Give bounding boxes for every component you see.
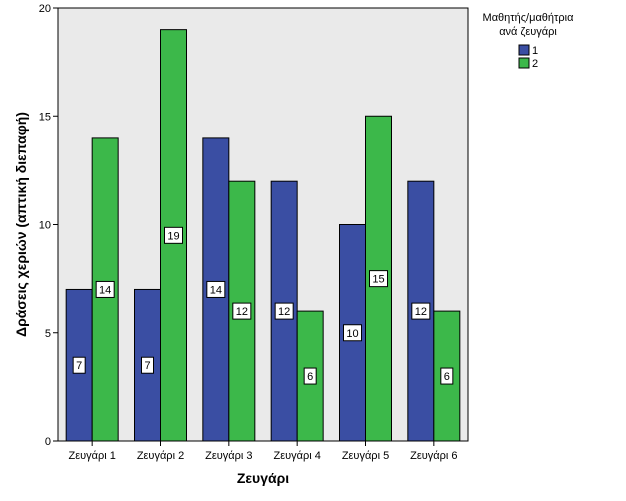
data-label-box [411,302,431,320]
x-axis: Ζευγάρι 1 Ζευγάρι 2 Ζευγάρι 3 Ζευγάρι 4 Ζευγ… [68,441,458,462]
y-axis: 0 5 10 15 20 [39,3,58,448]
data-label-box [164,226,183,244]
legend-swatch-1 [518,44,530,56]
y-tick-label: 5 [45,328,51,340]
data-label: 12 [278,306,290,318]
x-axis-title: Ζευγάρι [237,470,289,486]
data-label-box [232,302,252,320]
data-label-box [95,280,115,298]
data-label: 15 [372,274,384,286]
data-label: 19 [167,230,179,242]
legend-swatch-2 [518,57,530,69]
x-tick-label: Ζευγάρι 4 [273,450,320,462]
x-tick-label: Ζευγάρι 1 [68,450,115,462]
data-label: 12 [415,306,427,318]
data-label: 14 [99,284,111,296]
data-label-box [369,270,388,288]
data-label: 7 [76,360,82,372]
legend-label-2: 2 [532,58,538,70]
data-label-box [303,367,317,385]
data-label-box [343,324,362,342]
y-tick-label: 0 [45,436,51,448]
plot-area [57,7,469,442]
data-label-box [440,367,454,385]
data-label: 14 [210,284,222,296]
data-label: 10 [346,328,358,340]
legend-title-line-2: ανά ζευγάρι [499,26,557,38]
data-label: 7 [144,360,150,372]
data-label: 6 [307,371,313,383]
legend-title-line-1: Μαθητής/μαθήτρια [483,12,575,24]
y-axis-title: Δράσεις χεριών (απτική διεπαφή) [13,112,29,337]
x-tick-label: Ζευγάρι 6 [410,450,457,462]
data-label-box [72,356,86,374]
x-tick-label: Ζευγάρι 5 [342,450,389,462]
bars-group: 7 14 7 19 14 12 12 6 10 15 12 6 [65,29,461,442]
data-label-box [141,356,154,374]
y-tick-label: 10 [39,220,51,232]
legend-label-1: 1 [532,45,538,57]
y-tick-label: 15 [39,111,51,123]
legend: Μαθητής/μαθήτρια ανά ζευγάρι 12 [483,12,575,70]
data-label: 12 [236,306,248,318]
data-label-box [206,280,226,298]
data-label-box [274,302,294,320]
x-tick-label: Ζευγάρι 2 [137,450,184,462]
y-tick-label: 20 [39,3,51,15]
x-tick-label: Ζευγάρι 3 [205,450,252,462]
data-label: 6 [444,371,450,383]
